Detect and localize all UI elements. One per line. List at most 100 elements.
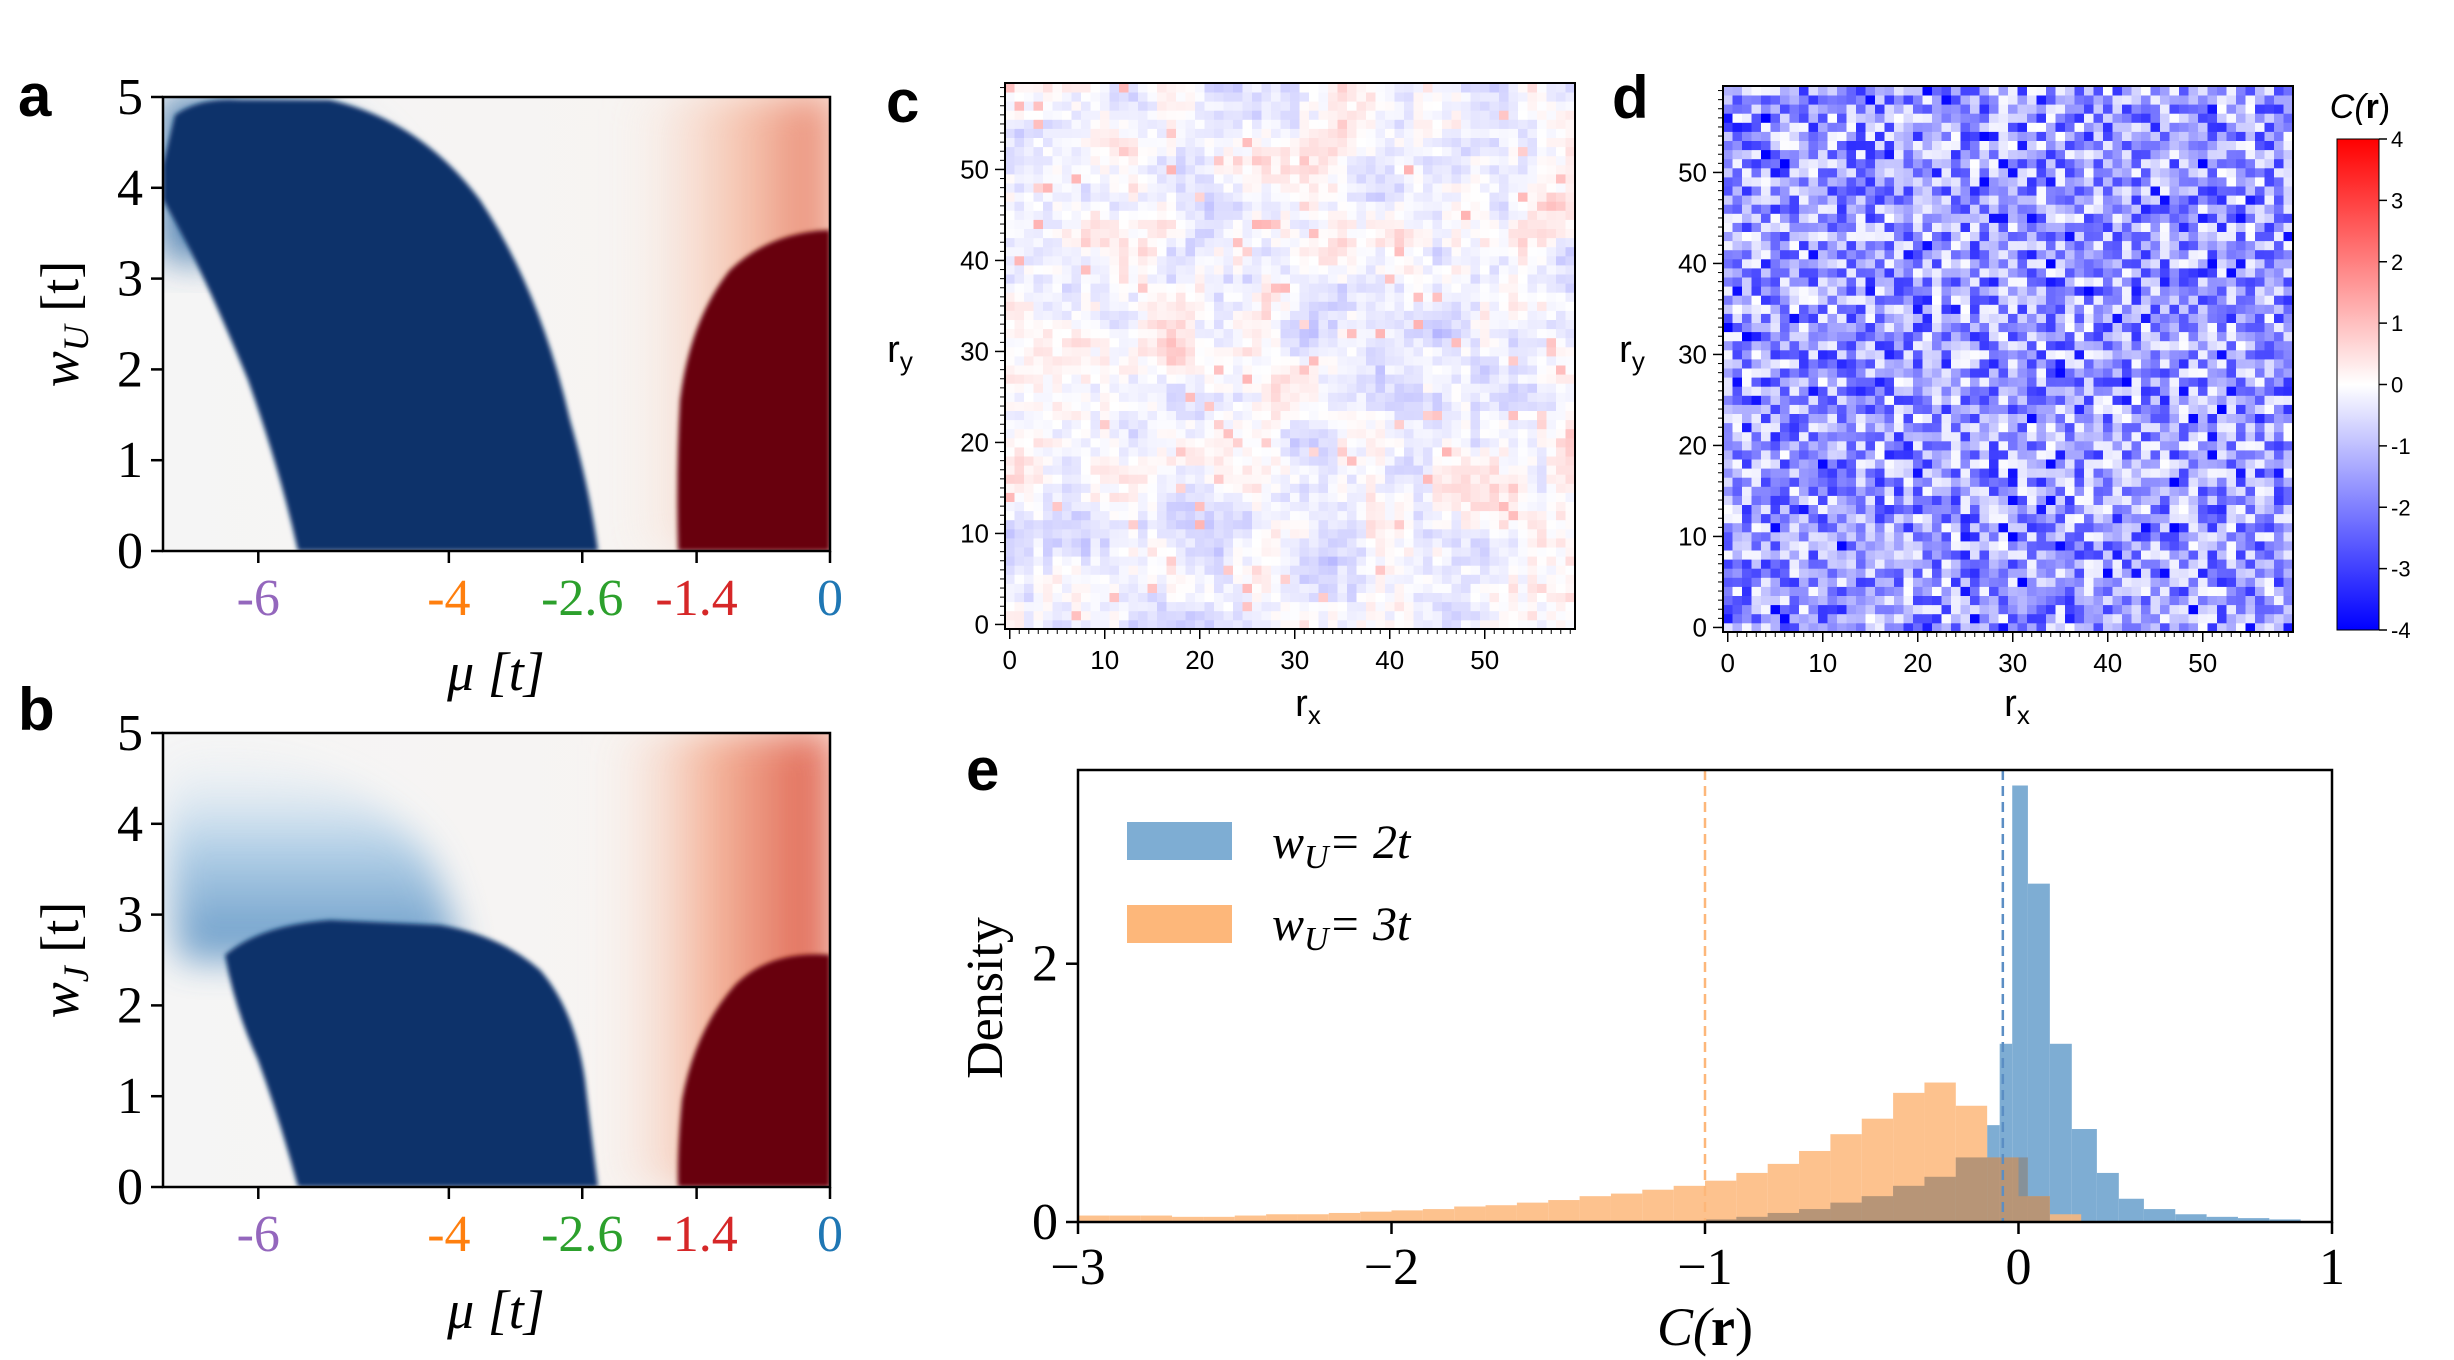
heatmap-cell xyxy=(2236,604,2246,615)
heatmap-cell xyxy=(1157,501,1167,512)
heatmap-cell xyxy=(1565,501,1576,512)
heatmap-cell xyxy=(1461,492,1471,502)
heatmap-cell xyxy=(1176,128,1186,138)
heatmap-cell xyxy=(1347,319,1357,330)
heatmap-cell xyxy=(1413,210,1424,220)
heatmap-cell xyxy=(1875,513,1885,524)
heatmap-cell xyxy=(1404,501,1414,512)
heatmap-cell xyxy=(1024,447,1034,457)
heatmap-cell xyxy=(1138,519,1148,530)
heatmap-cell xyxy=(1271,447,1281,457)
heatmap-cell xyxy=(1090,428,1101,439)
heatmap-cell xyxy=(1252,137,1262,148)
heatmap-cell xyxy=(1489,538,1500,548)
heatmap-cell xyxy=(1932,622,1942,633)
heatmap-cell xyxy=(1214,174,1224,184)
heatmap-cell xyxy=(2008,541,2018,551)
heatmap-cell xyxy=(1166,137,1177,148)
heatmap-cell xyxy=(1157,155,1167,166)
heatmap-cell xyxy=(1005,483,1015,493)
heatmap-cell xyxy=(2093,468,2104,478)
heatmap-cell xyxy=(1166,283,1177,293)
heatmap-cell xyxy=(1404,174,1414,184)
heatmap-cell xyxy=(1109,483,1120,493)
heatmap-cell xyxy=(1432,574,1443,584)
heatmap-cell xyxy=(1508,201,1519,211)
heatmap-cell xyxy=(2169,531,2180,542)
heatmap-cell xyxy=(1556,119,1566,129)
heatmap-cell xyxy=(1499,401,1509,411)
heatmap-cell xyxy=(1347,265,1357,275)
heatmap-cell xyxy=(1147,492,1158,502)
heatmap-cell xyxy=(1157,601,1167,612)
heatmap-cell xyxy=(1214,228,1224,239)
heatmap-cell xyxy=(1043,92,1053,102)
heatmap-cell xyxy=(1290,556,1300,566)
heatmap-cell xyxy=(1518,137,1528,148)
heatmap-cell xyxy=(1024,574,1034,584)
heatmap-cell xyxy=(1109,137,1120,148)
heatmap-cell xyxy=(2008,559,2018,569)
heatmap-cell xyxy=(1723,495,1733,505)
heatmap-cell xyxy=(1014,101,1025,111)
heatmap-cell xyxy=(1751,513,1762,524)
y-axis-label-b: wJ [t] xyxy=(30,902,96,1018)
heatmap-cell xyxy=(1033,137,1044,148)
heatmap-cell xyxy=(2207,577,2218,587)
heatmap-cell xyxy=(1394,164,1405,175)
heatmap-cell xyxy=(1157,219,1167,229)
heatmap-cell xyxy=(1347,301,1357,311)
heatmap-cell xyxy=(2046,622,2056,633)
heatmap-cell xyxy=(1166,292,1177,302)
heatmap-cell xyxy=(1100,155,1110,166)
heatmap-cell xyxy=(1223,201,1234,211)
y-tick-label: 3 xyxy=(117,887,143,944)
heatmap-cell xyxy=(1423,265,1433,275)
heatmap-cell xyxy=(2074,568,2085,578)
x-tick-label: -1.4 xyxy=(655,1206,737,1263)
heatmap-cell xyxy=(1366,547,1376,557)
heatmap-cell xyxy=(1894,531,1904,542)
heatmap-cell xyxy=(1385,510,1395,521)
heatmap-cell xyxy=(1147,483,1158,493)
heatmap-cell xyxy=(1299,501,1310,512)
heatmap-cell xyxy=(1480,301,1490,311)
heatmap-cell xyxy=(1100,383,1110,393)
heatmap-cell xyxy=(1375,265,1386,275)
heatmap-cell xyxy=(1052,301,1063,311)
heatmap-cell xyxy=(1337,274,1348,284)
heatmap-cell xyxy=(1394,146,1405,157)
heatmap-cell xyxy=(1856,486,1866,496)
heatmap-cell xyxy=(2245,522,2256,533)
heatmap-cell xyxy=(1480,274,1490,284)
heatmap-cell xyxy=(1366,83,1376,93)
heatmap-cell xyxy=(1166,519,1177,530)
heatmap-cell xyxy=(1318,528,1329,539)
heatmap-cell xyxy=(1818,577,1828,587)
heatmap-cell xyxy=(1375,565,1386,575)
heatmap-cell xyxy=(1461,183,1471,193)
heatmap-cell xyxy=(1185,428,1196,439)
heatmap-cell xyxy=(1328,419,1338,430)
heatmap-cell xyxy=(1071,283,1082,293)
heatmap-cell xyxy=(1014,565,1025,575)
heatmap-cell xyxy=(1565,474,1576,484)
heatmap-cell xyxy=(1033,519,1044,530)
heatmap-cell xyxy=(1290,283,1300,293)
heatmap-cell xyxy=(1499,392,1509,402)
heatmap-cell xyxy=(1846,522,1857,533)
heatmap-cell xyxy=(1903,559,1914,569)
heatmap-cell xyxy=(1176,83,1186,93)
heatmap-cell xyxy=(1071,501,1082,512)
axes-frame-c xyxy=(1004,82,1576,630)
heatmap-cell xyxy=(1518,483,1528,493)
heatmap-cell xyxy=(1818,568,1828,578)
heatmap-cell xyxy=(1109,538,1120,548)
heatmap-cell xyxy=(1366,392,1376,402)
heatmap-cell xyxy=(1005,583,1015,593)
heatmap-cell xyxy=(1062,447,1072,457)
heatmap-cell xyxy=(1214,101,1224,111)
heatmap-cell xyxy=(1789,477,1800,487)
heatmap-cell xyxy=(1005,401,1015,411)
heatmap-cell xyxy=(2160,486,2170,496)
